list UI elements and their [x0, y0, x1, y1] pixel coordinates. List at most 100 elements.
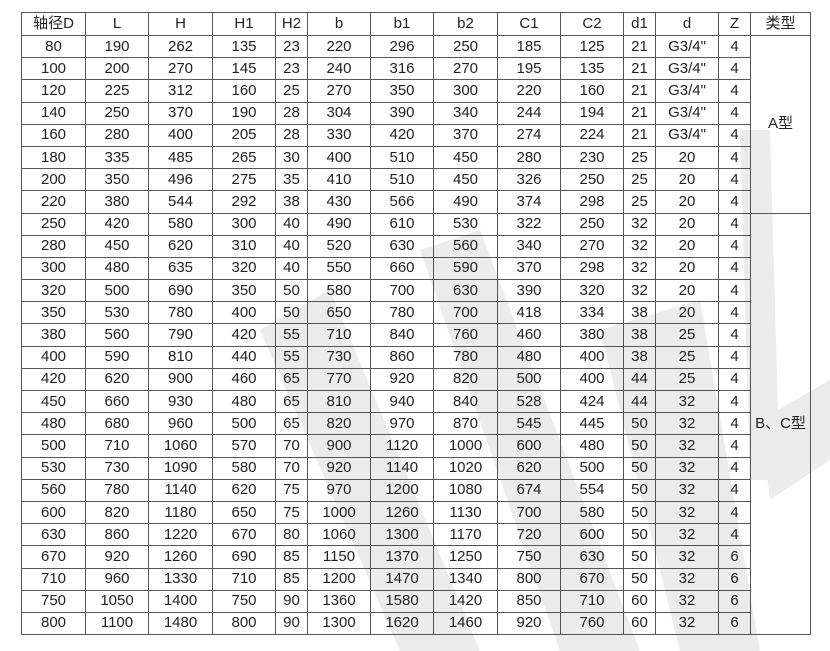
- table-cell: 145: [212, 57, 276, 81]
- table-cell: 930: [148, 389, 213, 414]
- table-cell: 70: [275, 434, 308, 458]
- table-cell: 4: [718, 168, 751, 192]
- table-cell: 490: [433, 190, 498, 214]
- table-cell: 274: [497, 123, 561, 147]
- table-cell: 4: [718, 412, 751, 436]
- table-row: 160 280 400 205 28 330 420 370 274 224 21 G3/4" 4: [21, 123, 811, 147]
- table-cell: 1090: [148, 456, 213, 480]
- table-cell: 85: [275, 567, 308, 591]
- table-cell: 420: [21, 367, 86, 392]
- table-cell: 60: [623, 611, 656, 636]
- column-header: H2: [275, 12, 308, 36]
- table-cell: 44: [623, 389, 656, 414]
- table-cell: 40: [275, 234, 308, 258]
- table-cell: 545: [497, 412, 561, 436]
- table-row: 180 335 485 265 30 400 510 450 280 230 25 20 4: [21, 145, 811, 170]
- table-cell: 560: [433, 234, 498, 258]
- table-row: 560 780 1140 620 75 970 1200 1080 674 554 50 32 4: [21, 478, 811, 502]
- table-cell: 80: [275, 523, 308, 547]
- table-cell: G3/4": [655, 79, 719, 103]
- table-row: 670 920 1260 690 85 1150 1370 1250 750 630 50 32 6: [21, 545, 811, 569]
- table-cell: 20: [655, 190, 719, 214]
- header-row: 轴径D L H H1 H2 b b1 b2 C1 C2 d1 d Z 类型: [21, 12, 811, 36]
- table-row: 630 860 1220 670 80 1060 1300 1170 720 600 50 32 4: [21, 523, 811, 547]
- table-cell: 350: [21, 301, 86, 325]
- table-cell: 580: [212, 456, 276, 480]
- table-cell: 60: [623, 589, 656, 613]
- table-cell: 4: [718, 500, 751, 525]
- table-row: 220 380 544 292 38 430 566 490 374 298 25 20 4: [21, 190, 811, 214]
- table-cell: 6: [718, 545, 751, 569]
- table-cell: 780: [370, 301, 434, 325]
- table-cell: 570: [212, 434, 276, 458]
- table-cell: 50: [623, 567, 656, 591]
- table-cell: 800: [21, 611, 86, 636]
- table-cell: 100: [21, 57, 86, 81]
- table-cell: 190: [212, 101, 276, 125]
- table-cell: 250: [21, 212, 86, 236]
- table-cell: 38: [623, 323, 656, 347]
- table-cell: 250: [85, 101, 149, 125]
- table-cell: 280: [85, 123, 149, 147]
- table-cell: 335: [85, 145, 149, 170]
- table-cell: 520: [307, 234, 371, 258]
- table-row: 120 225 312 160 25 270 350 300 220 160 21 G3/4" 4: [21, 79, 811, 103]
- table-cell: 1200: [370, 478, 434, 502]
- table-cell: 554: [560, 478, 624, 502]
- table-cell: 790: [148, 323, 213, 347]
- column-header: L: [85, 12, 149, 36]
- table-cell: 4: [718, 190, 751, 214]
- table-cell: 680: [85, 412, 149, 436]
- table-cell: 250: [560, 168, 624, 192]
- table-cell: 194: [560, 101, 624, 125]
- table-cell: 334: [560, 301, 624, 325]
- table-cell: 23: [275, 57, 308, 81]
- table-cell: 730: [307, 345, 371, 369]
- table-cell: 400: [307, 145, 371, 170]
- table-cell: 920: [85, 545, 149, 569]
- table-cell: 80: [21, 34, 86, 59]
- table-cell: 160: [21, 123, 86, 147]
- table-cell: 50: [275, 279, 308, 303]
- table-cell: 1140: [370, 456, 434, 480]
- table-row: 140 250 370 190 28 304 390 340 244 194 21 G3/4" 4: [21, 101, 811, 125]
- table-cell: 400: [212, 301, 276, 325]
- table-cell: 1000: [433, 434, 498, 458]
- table-cell: 32: [623, 212, 656, 236]
- table-cell: 450: [433, 145, 498, 170]
- table-cell: 374: [497, 190, 561, 214]
- table-row: 200 350 496 275 35 410 510 450 326 250 25 20 4: [21, 168, 811, 192]
- column-header: 类型: [750, 12, 811, 36]
- table-cell: 1150: [307, 545, 371, 569]
- table-cell: 25: [655, 367, 719, 392]
- table-cell: 21: [623, 123, 656, 147]
- table-cell: 1120: [370, 434, 434, 458]
- table-cell: 1370: [370, 545, 434, 569]
- table-cell: 460: [212, 367, 276, 392]
- table-cell: 1470: [370, 567, 434, 591]
- table-cell: 480: [21, 412, 86, 436]
- table-cell: 600: [560, 523, 624, 547]
- table-cell: 970: [370, 412, 434, 436]
- table-cell: 185: [497, 34, 561, 59]
- column-header: b: [307, 12, 371, 36]
- table-row: 320 500 690 350 50 580 700 630 390 320 32 20 4: [21, 279, 811, 303]
- table-cell: 262: [148, 34, 213, 59]
- table-cell: 4: [718, 212, 751, 236]
- table-row: 300 480 635 320 40 550 660 590 370 298 32 20 4: [21, 256, 811, 281]
- table-cell: 1400: [148, 589, 213, 613]
- table-cell: 630: [433, 279, 498, 303]
- table-cell: 28: [275, 101, 308, 125]
- table-cell: 560: [21, 478, 86, 502]
- table-cell: 244: [497, 101, 561, 125]
- table-cell: 1050: [85, 589, 149, 613]
- table-cell: 292: [212, 190, 276, 214]
- table-cell: 580: [148, 212, 213, 236]
- table-cell: 340: [497, 234, 561, 258]
- table-cell: 270: [148, 57, 213, 81]
- table-cell: 38: [275, 190, 308, 214]
- table-cell: 870: [433, 412, 498, 436]
- table-cell: 350: [212, 279, 276, 303]
- table-cell: 650: [307, 301, 371, 325]
- table-cell: 265: [212, 145, 276, 170]
